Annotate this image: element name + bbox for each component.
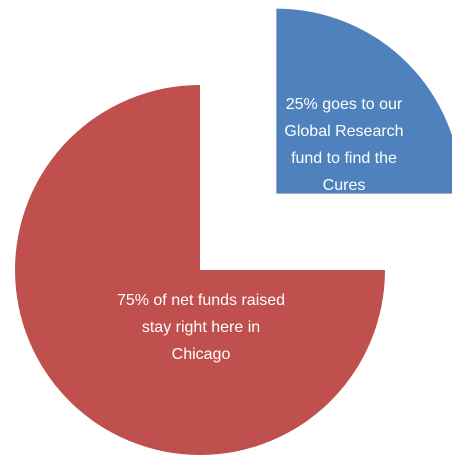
slice-label: 25% goes to our Global Research fund to …	[284, 96, 404, 194]
pie-slice	[276, 8, 452, 194]
pie-slice	[15, 85, 385, 455]
slice-label: 75% of net funds raised stay right here …	[116, 292, 286, 363]
